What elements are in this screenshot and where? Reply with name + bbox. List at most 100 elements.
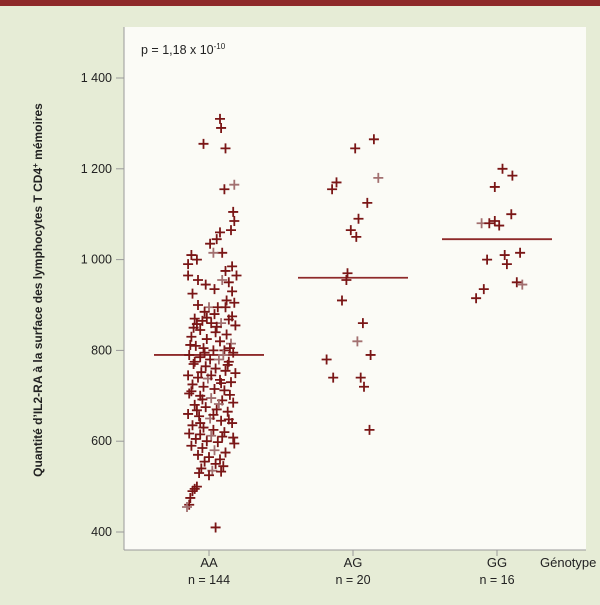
data-point <box>195 429 206 440</box>
data-point <box>226 225 236 236</box>
y-tick-label: 1 400 <box>81 71 112 85</box>
data-point <box>217 431 228 442</box>
data-point <box>471 293 482 304</box>
data-point <box>216 415 227 426</box>
data-point <box>353 213 364 224</box>
data-point <box>191 481 202 492</box>
data-point <box>204 470 214 481</box>
data-point <box>220 143 231 154</box>
data-point <box>223 414 234 425</box>
data-point <box>230 368 241 379</box>
data-point <box>197 443 208 454</box>
top-border <box>0 0 600 6</box>
data-point <box>497 163 508 174</box>
data-point <box>208 345 219 356</box>
data-point <box>365 349 376 360</box>
data-point <box>197 394 208 405</box>
data-points <box>182 113 528 533</box>
y-ticks: 400 600 800 1 000 1 200 1 400 <box>81 71 124 539</box>
data-point <box>220 365 231 376</box>
data-point <box>229 216 240 227</box>
y-tick-label: 800 <box>91 343 112 357</box>
data-point <box>183 270 194 281</box>
data-point <box>321 354 332 365</box>
data-point <box>201 334 212 345</box>
data-point <box>201 312 212 323</box>
data-point <box>222 359 233 370</box>
data-point <box>511 277 522 288</box>
data-point <box>193 372 203 383</box>
data-point <box>204 302 214 313</box>
data-point <box>345 225 356 236</box>
data-point <box>189 313 200 324</box>
data-point <box>231 270 242 281</box>
data-point <box>200 402 211 413</box>
group-count-label: n = 16 <box>479 573 514 587</box>
data-point <box>219 385 230 396</box>
data-point <box>196 463 207 474</box>
data-point <box>359 381 369 392</box>
data-point <box>217 275 228 286</box>
data-point <box>219 427 230 438</box>
data-point <box>183 370 194 381</box>
data-point <box>216 466 227 477</box>
median-lines <box>154 238 552 356</box>
data-point <box>211 321 222 332</box>
data-point <box>501 259 512 270</box>
data-point <box>186 250 197 261</box>
data-point <box>194 411 205 422</box>
data-point <box>223 277 234 288</box>
data-point <box>189 356 200 367</box>
data-point <box>213 398 224 409</box>
data-point <box>352 336 363 347</box>
group-count-label: n = 144 <box>188 573 230 587</box>
data-point <box>355 372 366 383</box>
data-point <box>327 184 338 195</box>
data-point <box>191 319 202 330</box>
group-label: GG <box>487 555 507 570</box>
data-point <box>337 295 347 306</box>
data-point <box>190 433 201 444</box>
data-point <box>184 349 195 360</box>
data-point <box>198 381 209 392</box>
data-point <box>183 408 194 419</box>
data-point <box>210 522 221 533</box>
data-point <box>208 409 219 420</box>
data-point <box>489 181 500 192</box>
data-point <box>218 349 229 360</box>
y-tick-label: 1 000 <box>81 253 112 267</box>
data-point <box>362 197 373 208</box>
data-point <box>229 297 240 308</box>
data-point <box>205 354 216 365</box>
data-point <box>341 275 352 286</box>
data-point <box>198 138 209 149</box>
data-point <box>194 467 205 478</box>
data-point <box>494 220 505 231</box>
data-point <box>499 250 510 261</box>
data-point <box>206 370 217 381</box>
data-point <box>217 247 228 258</box>
data-point <box>215 113 225 124</box>
data-point <box>184 428 195 439</box>
data-point <box>187 486 198 497</box>
data-point <box>212 437 223 448</box>
data-point <box>506 209 517 220</box>
data-point <box>204 452 214 463</box>
data-point <box>186 440 197 451</box>
data-point <box>183 259 194 270</box>
data-point <box>193 300 203 310</box>
data-point <box>222 406 233 417</box>
data-point <box>187 379 198 390</box>
y-tick-label: 400 <box>91 525 112 539</box>
group-label: AG <box>344 555 363 570</box>
data-point <box>186 331 197 342</box>
data-point <box>482 254 493 265</box>
data-point <box>227 286 238 297</box>
data-point <box>373 172 384 183</box>
data-point <box>220 447 231 458</box>
data-point <box>188 359 199 370</box>
data-point <box>216 378 227 389</box>
plot-area <box>124 27 586 550</box>
